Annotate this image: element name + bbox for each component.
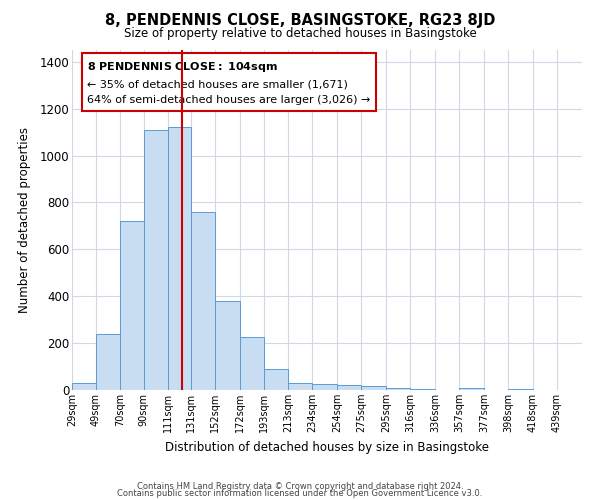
Text: 8, PENDENNIS CLOSE, BASINGSTOKE, RG23 8JD: 8, PENDENNIS CLOSE, BASINGSTOKE, RG23 8J… xyxy=(105,12,495,28)
Bar xyxy=(143,130,167,390)
Bar xyxy=(288,383,312,390)
Bar xyxy=(72,383,96,390)
Bar xyxy=(410,389,435,390)
Bar xyxy=(386,388,410,390)
Bar xyxy=(312,384,337,390)
Bar xyxy=(120,221,143,390)
Bar xyxy=(337,386,361,390)
Bar xyxy=(215,301,241,390)
Bar xyxy=(96,334,120,390)
Bar xyxy=(241,337,264,390)
Bar xyxy=(167,128,191,390)
X-axis label: Distribution of detached houses by size in Basingstoke: Distribution of detached houses by size … xyxy=(165,440,489,454)
Bar xyxy=(191,212,215,390)
Bar xyxy=(264,369,288,390)
Bar xyxy=(361,386,386,390)
Bar xyxy=(508,389,533,390)
Bar xyxy=(459,388,484,390)
Y-axis label: Number of detached properties: Number of detached properties xyxy=(18,127,31,313)
Text: Size of property relative to detached houses in Basingstoke: Size of property relative to detached ho… xyxy=(124,28,476,40)
Text: Contains HM Land Registry data © Crown copyright and database right 2024.: Contains HM Land Registry data © Crown c… xyxy=(137,482,463,491)
Text: Contains public sector information licensed under the Open Government Licence v3: Contains public sector information licen… xyxy=(118,490,482,498)
Text: $\bf{8\ PENDENNIS\ CLOSE:\ 104sqm}$
← 35% of detached houses are smaller (1,671): $\bf{8\ PENDENNIS\ CLOSE:\ 104sqm}$ ← 35… xyxy=(88,60,371,106)
